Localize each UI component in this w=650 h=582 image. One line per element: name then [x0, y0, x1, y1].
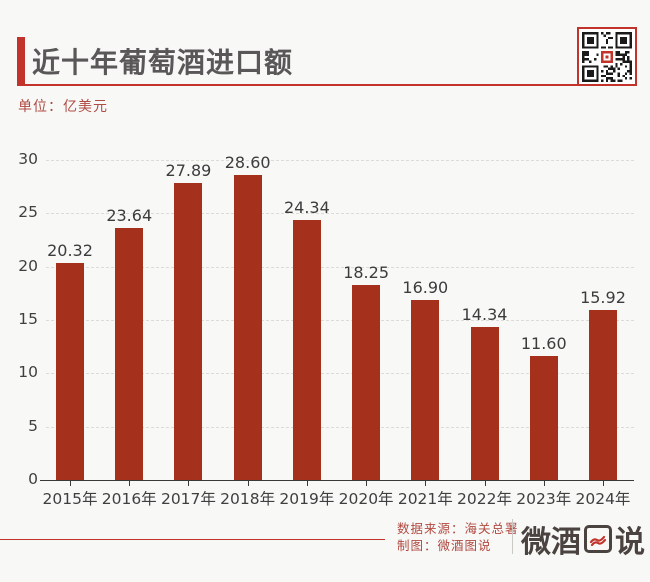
y-gridline	[46, 320, 634, 321]
x-axis-category-label: 2021年	[397, 490, 453, 508]
bar-value-label: 16.90	[402, 277, 449, 297]
x-axis-tick	[247, 481, 249, 486]
qr-code	[577, 27, 637, 86]
bar-value-label: 18.25	[343, 263, 389, 283]
y-axis-tick-label: 15	[18, 310, 38, 328]
y-gridline	[46, 426, 634, 428]
bar-2019年	[292, 220, 321, 480]
y-axis-tick-label: 25	[18, 203, 38, 222]
x-axis-category-label: 2024年	[575, 490, 631, 508]
bar-2018年	[233, 174, 262, 480]
x-axis-tick	[306, 481, 308, 486]
x-axis-tick	[602, 481, 604, 486]
qr-code-image	[582, 31, 632, 82]
footer-vertical-divider	[512, 519, 513, 554]
bar-2021年	[411, 299, 440, 480]
bar-2024年	[588, 310, 617, 480]
footer-divider-line	[0, 539, 385, 540]
x-axis-category-label: 2019年	[279, 490, 335, 508]
bar-value-label: 28.60	[224, 152, 271, 172]
y-gridline	[46, 160, 634, 161]
x-axis-category-label: 2017年	[160, 490, 216, 508]
bar-value-label: 27.89	[165, 160, 212, 180]
x-axis-tick	[484, 481, 486, 486]
brand-logo-suffix: 说	[615, 525, 645, 560]
brand-logo-prefix: 微酒	[521, 525, 581, 560]
brand-logo: 微酒 说	[521, 519, 645, 560]
red-waves-icon	[589, 535, 607, 547]
bar-2022年	[470, 327, 499, 480]
x-axis-category-label: 2020年	[338, 490, 394, 508]
title-accent-bar	[17, 37, 25, 84]
x-axis-tick	[70, 481, 71, 486]
bar-value-label: 20.32	[47, 241, 93, 261]
y-gridline	[46, 266, 634, 268]
y-gridline	[46, 373, 634, 375]
x-axis-category-label: 2016年	[101, 490, 157, 508]
y-axis-tick-label: 20	[18, 256, 38, 275]
title-underline	[17, 84, 577, 86]
bar-2017年	[174, 182, 203, 480]
x-axis-tick	[543, 481, 545, 486]
bar-2015年	[56, 263, 84, 480]
x-axis-line	[40, 480, 634, 481]
unit-label: 单位：亿美元	[18, 99, 108, 115]
y-axis-tick-label: 5	[28, 416, 38, 435]
x-axis-tick	[129, 481, 131, 486]
x-axis-tick	[425, 481, 427, 486]
bar-2020年	[352, 285, 381, 480]
x-axis-category-label: 2015年	[42, 490, 98, 508]
bar-value-label: 15.92	[580, 288, 626, 308]
x-axis-category-label: 2023年	[516, 490, 572, 508]
bar-value-label: 11.60	[520, 334, 567, 354]
page-title: 近十年葡萄酒进口额	[32, 45, 294, 79]
x-axis-tick	[366, 481, 368, 486]
bar-value-label: 24.34	[283, 198, 330, 218]
footer-credits: 数据来源：海关总署 制图：微酒图说	[397, 520, 519, 554]
bar-value-label: 23.64	[106, 205, 153, 225]
bar-value-label: 14.34	[461, 305, 508, 325]
x-axis-tick	[188, 481, 190, 486]
chart-credit-text: 制图：微酒图说	[397, 538, 492, 553]
y-axis-tick-label: 0	[28, 470, 38, 488]
y-gridline	[46, 213, 634, 215]
bar-2016年	[115, 227, 144, 480]
data-source-text: 数据来源：海关总署	[397, 521, 519, 536]
x-axis-category-label: 2018年	[220, 490, 276, 508]
y-axis-tick-label: 10	[18, 363, 38, 382]
bar-2023年	[529, 356, 558, 480]
x-axis-category-label: 2022年	[457, 490, 512, 508]
y-axis-tick-label: 30	[18, 150, 38, 168]
brand-logo-tu-mark-icon	[584, 525, 612, 553]
